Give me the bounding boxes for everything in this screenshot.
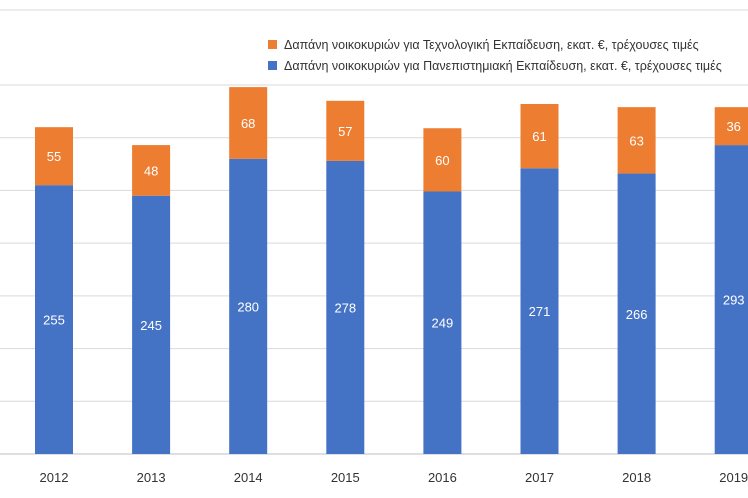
legend-label-university: Δαπάνη νοικοκυριών για Πανεπιστημιακή Εκ…	[284, 59, 722, 73]
bars	[35, 87, 748, 455]
legend: Δαπάνη νοικοκυριών για Τεχνολογική Εκπαί…	[268, 38, 722, 73]
data-label-university: 249	[432, 316, 454, 331]
data-label-university: 278	[334, 300, 356, 315]
data-label-university: 293	[723, 293, 745, 308]
x-tick-label: 2018	[622, 470, 651, 485]
x-tick-label: 2014	[234, 470, 263, 485]
x-tick-label: 2015	[331, 470, 360, 485]
data-label-technological: 36	[726, 119, 740, 134]
data-label-technological: 68	[241, 116, 255, 131]
bar-university	[617, 173, 656, 454]
data-label-technological: 48	[144, 163, 158, 178]
bar-university	[714, 145, 748, 454]
bar-technological	[617, 107, 656, 174]
x-axis-ticks: 2012 2013 2014 2015 2016 2017 2018 2019	[40, 470, 748, 485]
data-label-technological: 57	[338, 124, 352, 139]
data-label-university: 280	[237, 299, 259, 314]
bar-university	[326, 160, 365, 454]
bar-technological	[423, 128, 462, 192]
x-tick-label: 2012	[40, 470, 69, 485]
gridlines	[0, 9, 748, 455]
data-label-technological: 55	[47, 149, 61, 164]
legend-swatch-university	[268, 61, 277, 70]
data-label-technological: 63	[629, 133, 643, 148]
x-tick-label: 2013	[137, 470, 166, 485]
bar-university	[229, 158, 268, 455]
data-label-university: 245	[140, 318, 162, 333]
x-tick-label: 2016	[428, 470, 457, 485]
legend-label-technological: Δαπάνη νοικοκυριών για Τεχνολογική Εκπαί…	[284, 38, 699, 52]
bar-technological	[35, 127, 73, 186]
bar-university	[35, 185, 73, 454]
bar-labels: 255 55 245 48 280 68 278 57 249 60 271 61 266 63 293 36	[43, 116, 744, 333]
bar-technological	[132, 145, 171, 196]
legend-swatch-technological	[268, 40, 277, 49]
data-label-university: 271	[529, 304, 551, 319]
bar-university	[423, 191, 462, 455]
x-tick-label: 2019	[719, 470, 748, 485]
data-label-university: 255	[43, 313, 65, 328]
bar-university	[132, 195, 171, 454]
bar-technological	[229, 87, 268, 159]
x-tick-label: 2017	[525, 470, 554, 485]
bar-technological	[714, 107, 748, 146]
data-label-university: 266	[626, 307, 648, 322]
bar-technological	[520, 103, 559, 169]
data-label-technological: 60	[435, 153, 449, 168]
bar-university	[520, 168, 559, 454]
data-label-technological: 61	[532, 129, 546, 144]
bar-technological	[326, 100, 365, 161]
